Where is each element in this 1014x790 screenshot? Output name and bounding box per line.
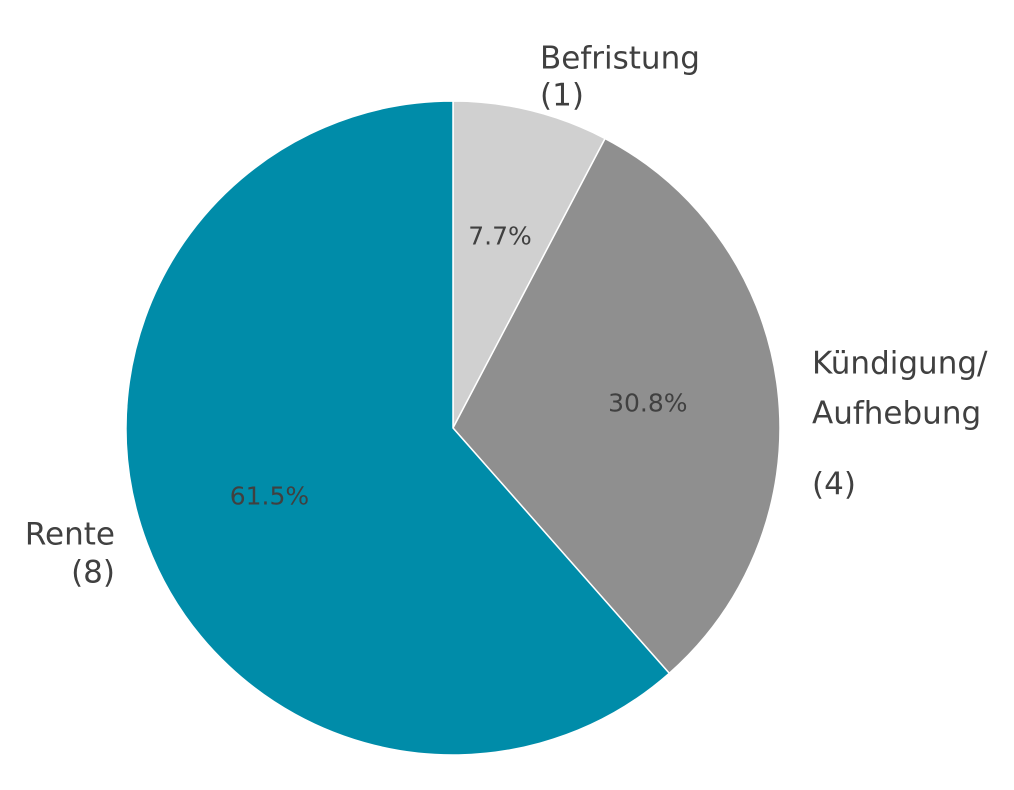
count-label: (1) bbox=[540, 78, 584, 114]
category-label: Befristung bbox=[540, 41, 700, 77]
category-label: Kündigung/ bbox=[812, 346, 988, 382]
percent-label: 30.8% bbox=[608, 389, 687, 418]
category-label: Rente bbox=[25, 517, 115, 553]
count-label: (8) bbox=[71, 555, 115, 591]
pie-slice bbox=[452, 100, 607, 429]
pie-slice bbox=[452, 137, 781, 675]
pie-slice bbox=[125, 100, 671, 756]
category-label: Aufhebung bbox=[812, 396, 981, 432]
count-label: (4) bbox=[812, 467, 856, 503]
percent-label: 61.5% bbox=[230, 481, 309, 510]
percent-label: 7.7% bbox=[468, 222, 532, 251]
